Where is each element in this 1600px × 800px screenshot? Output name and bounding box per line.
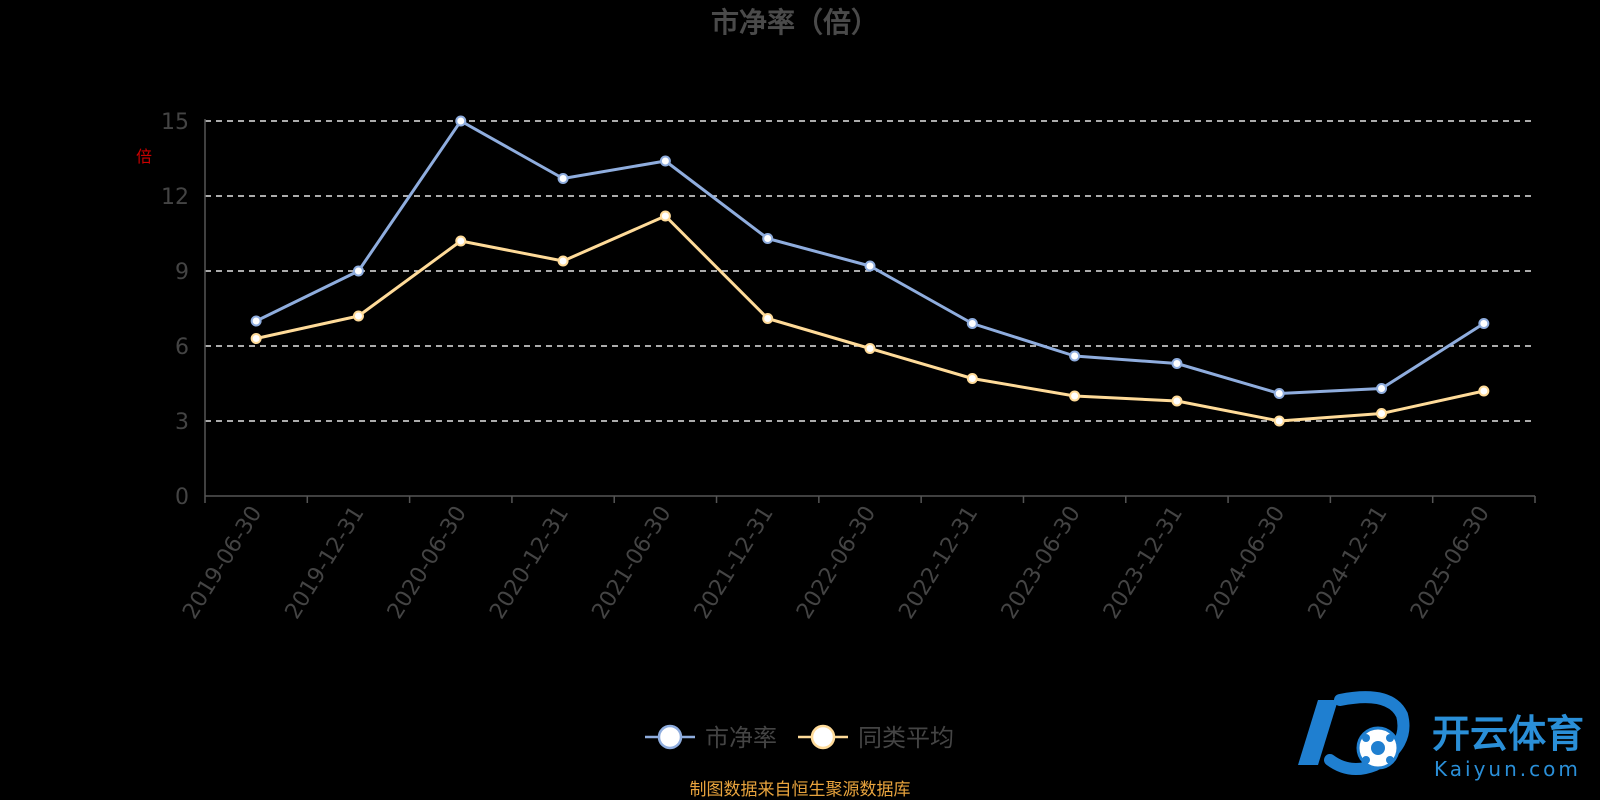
data-point[interactable] bbox=[455, 235, 467, 247]
data-point[interactable] bbox=[1273, 388, 1285, 399]
data-point[interactable] bbox=[966, 318, 978, 329]
x-tick-label: 2022-12-31 bbox=[894, 502, 983, 624]
y-tick-label: 6 bbox=[175, 335, 189, 360]
data-point[interactable] bbox=[557, 255, 569, 267]
x-tick-label: 2019-12-31 bbox=[281, 502, 370, 624]
x-tick-label: 2023-06-30 bbox=[997, 502, 1086, 624]
source-note: 制图数据来自恒生聚源数据库 bbox=[690, 780, 911, 800]
x-tick-label: 2024-12-31 bbox=[1304, 502, 1393, 624]
x-tick-label: 2021-06-30 bbox=[588, 502, 677, 624]
data-point[interactable] bbox=[1069, 390, 1081, 402]
x-tick-label: 2024-06-30 bbox=[1201, 502, 1290, 624]
x-tick-label: 2022-06-30 bbox=[792, 502, 881, 624]
series-layer bbox=[250, 115, 1490, 427]
x-tick-label: 2023-12-31 bbox=[1099, 502, 1188, 624]
data-point[interactable] bbox=[1069, 350, 1081, 362]
data-point[interactable] bbox=[1171, 395, 1183, 407]
data-point[interactable] bbox=[864, 343, 876, 354]
data-point[interactable] bbox=[1171, 358, 1183, 369]
series-line bbox=[255, 214, 1485, 423]
legend-marker bbox=[657, 724, 683, 750]
y-tick-label: 0 bbox=[175, 485, 189, 510]
brand-name-cn: 开云体育 bbox=[1432, 712, 1584, 756]
data-point[interactable] bbox=[557, 173, 569, 184]
x-tick-label: 2020-12-31 bbox=[485, 502, 574, 624]
data-point[interactable] bbox=[1376, 408, 1388, 419]
y-tick-label: 3 bbox=[175, 410, 189, 435]
data-point[interactable] bbox=[659, 155, 671, 167]
y-tick-label: 15 bbox=[161, 110, 189, 135]
legend-item[interactable]: 市净率 bbox=[645, 724, 777, 752]
y-tick-label: 12 bbox=[161, 185, 189, 210]
data-point[interactable] bbox=[352, 310, 364, 322]
y-tick-label: 9 bbox=[175, 260, 189, 285]
data-point[interactable] bbox=[1273, 415, 1285, 427]
legend-item[interactable]: 同类平均 bbox=[798, 724, 954, 752]
x-tick-label: 2025-06-30 bbox=[1406, 502, 1495, 624]
legend-marker bbox=[810, 724, 836, 750]
data-point[interactable] bbox=[864, 260, 876, 272]
data-point[interactable] bbox=[966, 373, 978, 384]
data-point[interactable] bbox=[1376, 383, 1388, 394]
data-point[interactable] bbox=[352, 265, 364, 277]
data-point[interactable] bbox=[1478, 385, 1490, 397]
data-point[interactable] bbox=[250, 315, 262, 327]
y-axis-label: 倍 bbox=[136, 147, 152, 166]
brand-name-en: Kaiyun.com bbox=[1434, 757, 1581, 781]
chart-title: 市净率（倍） bbox=[711, 6, 879, 39]
data-point[interactable] bbox=[659, 210, 671, 222]
x-tick-label: 2021-12-31 bbox=[690, 502, 779, 624]
x-tick-label: 2019-06-30 bbox=[178, 502, 267, 624]
x-tick-label: 2020-06-30 bbox=[383, 502, 472, 624]
legend[interactable]: 市净率 同类平均 bbox=[645, 724, 954, 752]
data-point[interactable] bbox=[455, 115, 467, 127]
data-point[interactable] bbox=[762, 233, 774, 244]
data-point[interactable] bbox=[1478, 318, 1490, 329]
legend-label: 同类平均 bbox=[858, 724, 954, 752]
data-point[interactable] bbox=[250, 333, 262, 344]
watermark-logo: 开云体育 Kaiyun.com bbox=[1298, 691, 1584, 781]
kaiyun-logo-mark bbox=[1298, 691, 1410, 775]
legend-label: 市净率 bbox=[705, 724, 777, 752]
data-point[interactable] bbox=[762, 313, 774, 324]
